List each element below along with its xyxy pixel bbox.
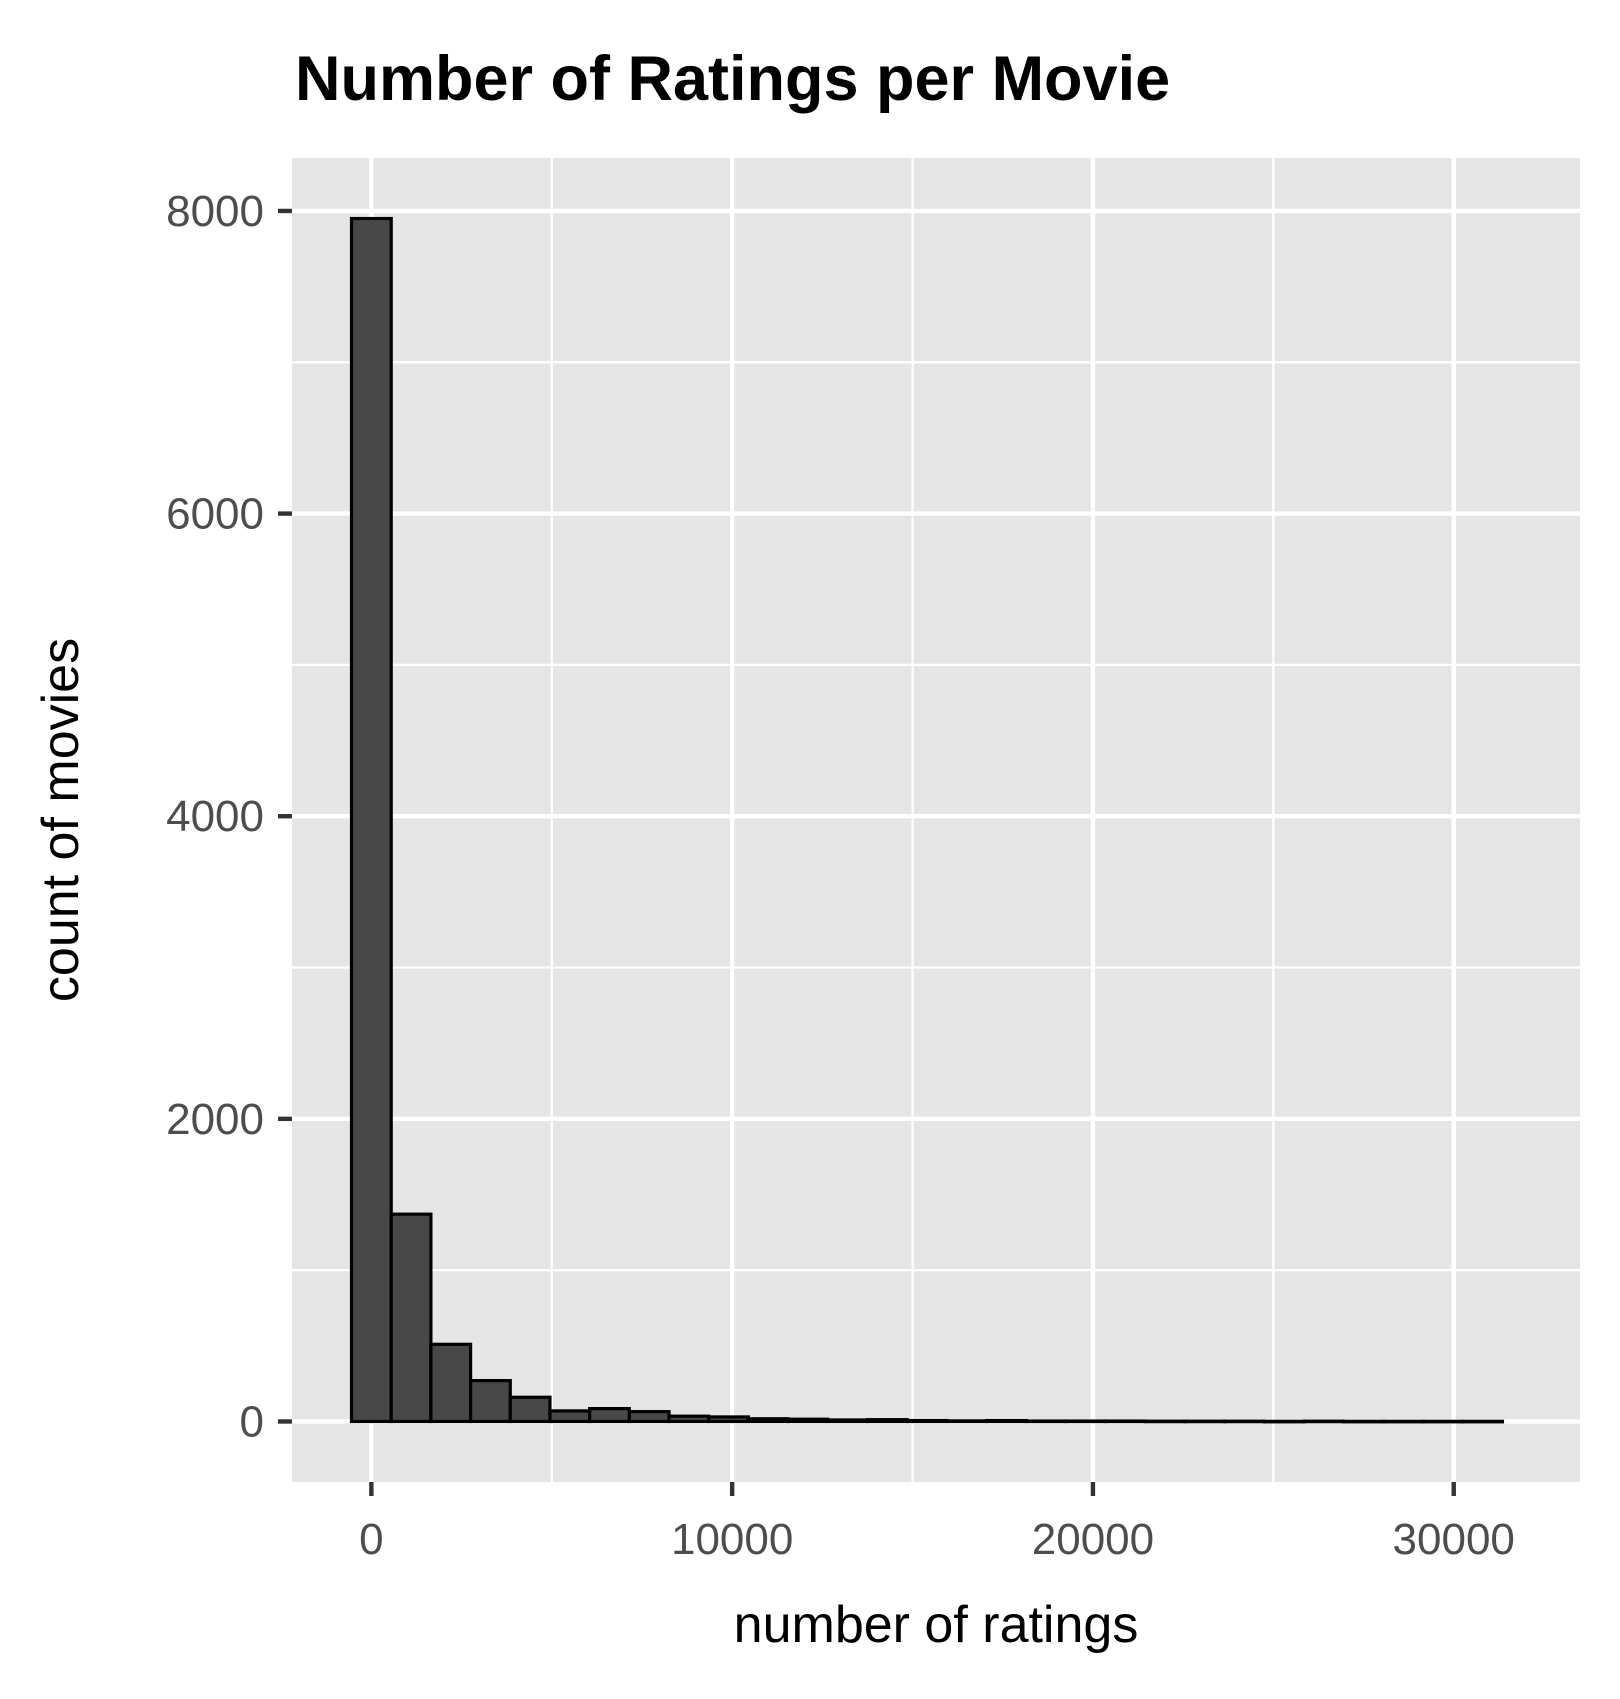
- histogram-bar: [865, 1418, 909, 1424]
- histogram-bar: [1223, 1419, 1266, 1424]
- histogram-bar: [468, 1379, 512, 1424]
- histogram-bar: [1103, 1419, 1147, 1424]
- histogram-bar: [588, 1407, 631, 1424]
- histogram-bar: [627, 1410, 671, 1424]
- histogram-bar: [1302, 1419, 1346, 1424]
- histogram-bar: [1342, 1419, 1385, 1424]
- histogram-bar: [1421, 1419, 1465, 1424]
- histogram-bar: [1381, 1419, 1425, 1424]
- x-axis-title: number of ratings: [734, 1596, 1139, 1654]
- y-tick-label: 6000: [166, 490, 264, 539]
- histogram-bar: [1183, 1419, 1227, 1424]
- x-tick-label: 30000: [1393, 1515, 1515, 1564]
- histogram-bar: [349, 216, 393, 1424]
- x-tick-label: 0: [359, 1515, 383, 1564]
- histogram-bar: [1461, 1419, 1505, 1424]
- x-axis: 0 10000 20000 30000: [359, 1482, 1515, 1564]
- histogram-bar: [945, 1419, 989, 1424]
- histogram-bar: [389, 1212, 433, 1424]
- histogram-bar: [984, 1418, 1028, 1424]
- histogram-bar: [429, 1342, 473, 1424]
- y-tick-label: 4000: [166, 792, 264, 841]
- histogram-bar: [786, 1417, 830, 1424]
- histogram-bar: [1024, 1419, 1068, 1424]
- histogram-bar: [746, 1417, 790, 1424]
- histogram-bar: [508, 1395, 552, 1424]
- histogram-bars: [349, 216, 1505, 1424]
- histogram-bar: [707, 1415, 750, 1424]
- histogram-bar: [1143, 1419, 1187, 1424]
- y-tick-label: 2000: [166, 1095, 264, 1144]
- histogram-bar: [826, 1418, 870, 1424]
- histogram-bar: [548, 1409, 592, 1424]
- y-tick-label: 0: [240, 1397, 264, 1446]
- x-tick-label: 10000: [671, 1515, 793, 1564]
- chart-title: Number of Ratings per Movie: [295, 44, 1170, 114]
- plot-panel: [292, 158, 1580, 1482]
- histogram-bar: [1262, 1419, 1306, 1424]
- grid-minor: [292, 158, 1580, 1482]
- y-axis-title: count of movies: [32, 638, 90, 1002]
- x-tick-label: 20000: [1032, 1515, 1154, 1564]
- y-axis: 0 2000 4000 6000 8000: [166, 187, 292, 1446]
- histogram-bar: [905, 1418, 949, 1424]
- y-tick-label: 8000: [166, 187, 264, 236]
- histogram-bar: [667, 1414, 711, 1424]
- histogram-bar: [1064, 1419, 1108, 1424]
